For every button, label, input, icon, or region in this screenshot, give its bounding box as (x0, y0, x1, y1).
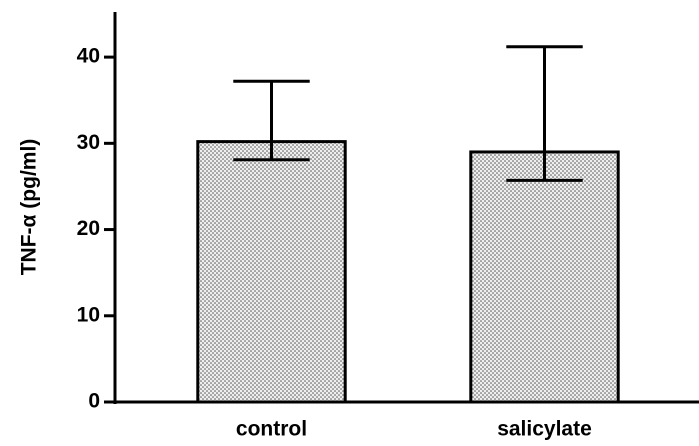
y-tick-label: 0 (88, 390, 100, 413)
y-axis-label: TNF-α (pg/ml) (18, 139, 41, 276)
bar (469, 150, 620, 404)
x-tick-label: control (236, 418, 307, 441)
y-tick-label: 30 (77, 131, 100, 154)
bar (196, 140, 347, 404)
x-tick-label: salicylate (497, 418, 592, 441)
y-tick-label: 40 (77, 45, 100, 68)
y-tick-label: 20 (77, 217, 100, 240)
y-tick-label: 10 (77, 303, 100, 326)
